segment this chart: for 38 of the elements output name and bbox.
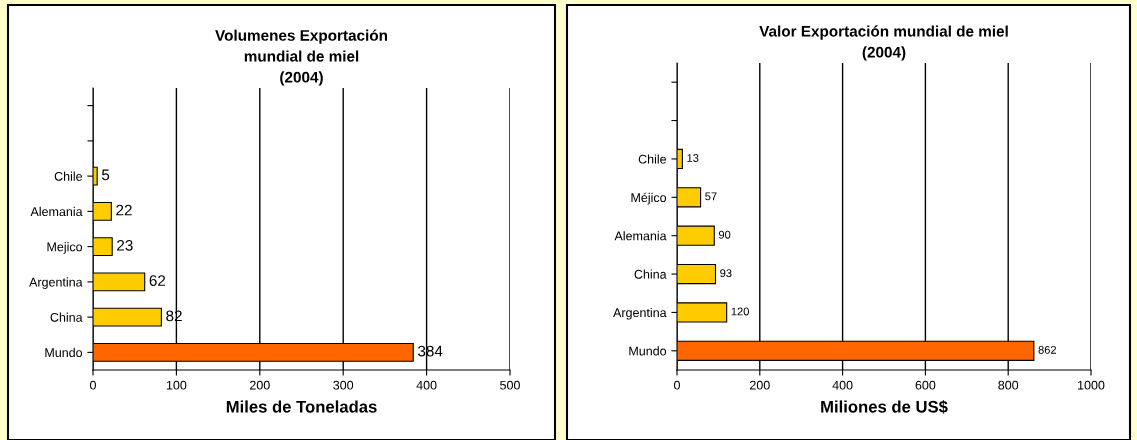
- x-tick-label: 800: [998, 380, 1019, 390]
- data-label: 62: [149, 275, 166, 286]
- x-tick-label: 200: [250, 380, 270, 390]
- x-tick-label: 600: [915, 380, 936, 390]
- y-tick-label: Alemania: [614, 231, 667, 241]
- x-tick-label: 500: [500, 380, 520, 390]
- y-tick-label: Méjico: [631, 192, 667, 205]
- data-label: 90: [718, 230, 731, 239]
- y-tick-label: China: [634, 269, 667, 279]
- x-axis-title: Miles de Toneladas: [226, 400, 377, 413]
- x-tick-label: 100: [166, 380, 187, 390]
- chart-title: Valor Exportación mundial de miel (2004): [759, 25, 1008, 61]
- y-tick-label: Chile: [54, 171, 83, 181]
- data-label: 13: [687, 154, 699, 162]
- data-label: 93: [720, 269, 732, 278]
- x-tick-label: 400: [832, 380, 853, 390]
- x-tick-label: 0: [90, 380, 96, 390]
- data-label: 120: [731, 307, 749, 316]
- x-tick-label: 1000: [1078, 380, 1105, 390]
- y-tick-label: Chile: [638, 154, 667, 164]
- y-tick-label: Mundo: [629, 346, 667, 356]
- y-tick-label: Argentina: [29, 277, 83, 289]
- data-label: 22: [116, 204, 132, 216]
- x-axis-title: Miliones de US$: [821, 400, 948, 414]
- data-label: 862: [1038, 345, 1057, 354]
- y-tick-label: Alemania: [30, 206, 83, 217]
- y-tick-label: Argentina: [613, 307, 667, 320]
- x-tick-label: 0: [674, 380, 680, 390]
- y-tick-label: Mundo: [45, 347, 83, 358]
- chart-title: Volumenes Exportación mundial de miel (2004): [215, 29, 388, 86]
- x-tick-label: 200: [750, 380, 770, 390]
- data-label: 23: [117, 239, 133, 251]
- x-tick-label: 300: [333, 380, 354, 390]
- data-label: 5: [101, 169, 110, 181]
- x-tick-label: 400: [416, 380, 437, 390]
- y-tick-label: Mejico: [47, 242, 83, 254]
- y-tick-label: China: [50, 312, 83, 322]
- data-label: 57: [705, 192, 717, 201]
